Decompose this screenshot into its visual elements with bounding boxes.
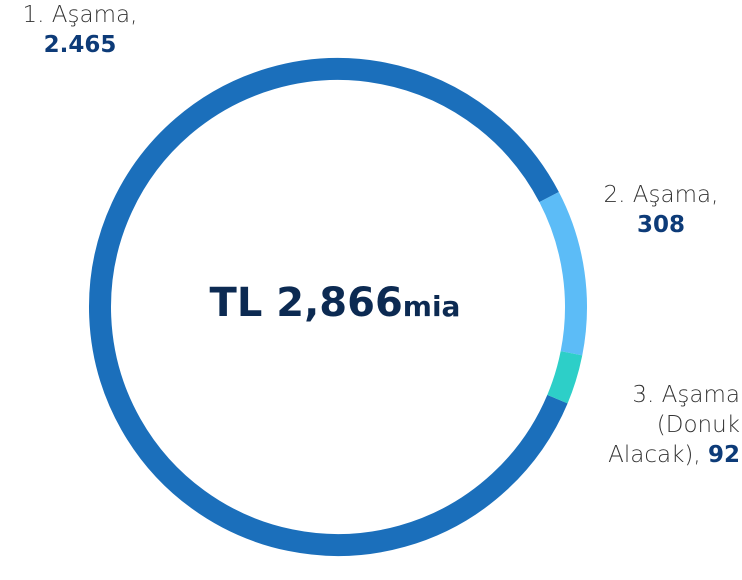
category-name: 1. Aşama,: [22, 2, 138, 28]
segment-label: 2. Aşama, 308: [580, 180, 742, 240]
center-label: TL 2,866mia: [135, 280, 535, 326]
donut-segment: [547, 350, 583, 404]
value-label: 2.465: [43, 32, 117, 58]
value-label: 92: [707, 442, 740, 468]
center-unit: mia: [402, 290, 461, 323]
donut-segment: [89, 58, 568, 556]
segment-label: 3. Aşama (Donuk Alacak), 92: [570, 380, 740, 470]
center-value: TL 2,866: [209, 280, 403, 326]
value-label: 308: [636, 212, 685, 238]
category-name: 3. Aşama (Donuk Alacak),: [608, 382, 740, 468]
segment-label: 1. Aşama, 2.465: [0, 0, 160, 60]
donut-segment: [539, 192, 587, 356]
category-name: 2. Aşama,: [603, 182, 719, 208]
